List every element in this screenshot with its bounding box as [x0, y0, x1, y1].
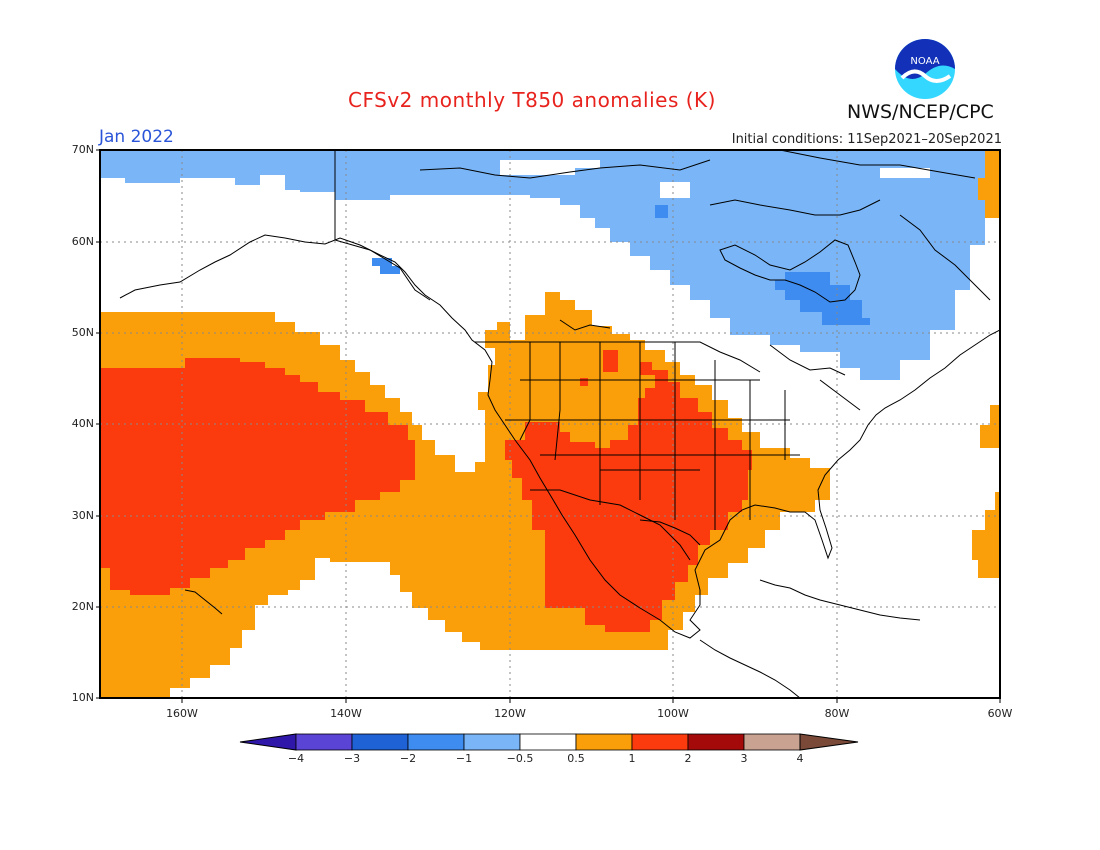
strong-warm-patch	[603, 350, 618, 372]
chart-title: CFSv2 monthly T850 anomalies (K)	[348, 88, 716, 112]
logo-text: NOAA	[910, 56, 939, 67]
warm-patch-atlantic	[978, 150, 1000, 218]
warm-patch-atlantic	[972, 492, 1000, 578]
colorbar-tick-label: −2	[399, 752, 417, 765]
colorbar-tick-label: 3	[740, 752, 748, 765]
noaa-logo-icon: NOAA	[895, 39, 955, 99]
cold-core-region	[372, 258, 400, 274]
warm-patch-atlantic	[980, 405, 1000, 448]
initial-conditions: Initial conditions: 11Sep2021–20Sep2021	[731, 132, 1002, 147]
neutral-patch	[660, 182, 690, 198]
lat-label: 40N	[71, 417, 94, 430]
lon-label: 60W	[987, 707, 1013, 720]
colorbar-tick-label: −4	[287, 752, 305, 765]
lat-label: 30N	[71, 509, 94, 522]
lon-label: 160W	[166, 707, 198, 720]
colorbar-tick-label: −3	[343, 752, 361, 765]
strong-warm-patch	[580, 378, 588, 386]
colorbar-tick-label: 0.5	[567, 752, 585, 765]
strong-warm-region-continent	[505, 362, 752, 632]
cold-core-region	[775, 272, 870, 325]
forecast-month: Jan 2022	[99, 127, 174, 147]
strong-warm-region-pacific	[100, 358, 415, 595]
axis-ticks	[96, 149, 1001, 703]
lon-label: 100W	[657, 707, 689, 720]
coastlines	[119, 150, 1000, 698]
colorbar-tick-label: 4	[796, 752, 804, 765]
lat-label: 70N	[71, 143, 94, 156]
lat-label: 60N	[71, 235, 94, 248]
lat-label: 10N	[71, 691, 94, 704]
agency-label: NWS/NCEP/CPC	[847, 101, 994, 123]
lon-label: 140W	[330, 707, 362, 720]
lon-label: 120W	[494, 707, 526, 720]
colorbar-tick-label: 1	[628, 752, 636, 765]
lon-label: 80W	[824, 707, 850, 720]
neutral-patch	[880, 168, 930, 178]
lat-label: 20N	[71, 600, 94, 613]
colorbar-tick-label: −1	[455, 752, 473, 765]
lat-label: 50N	[71, 326, 94, 339]
cold-core-region	[655, 205, 668, 218]
colorbar-tick-label: −0.5	[506, 752, 534, 765]
colorbar-tick-label: 2	[684, 752, 692, 765]
